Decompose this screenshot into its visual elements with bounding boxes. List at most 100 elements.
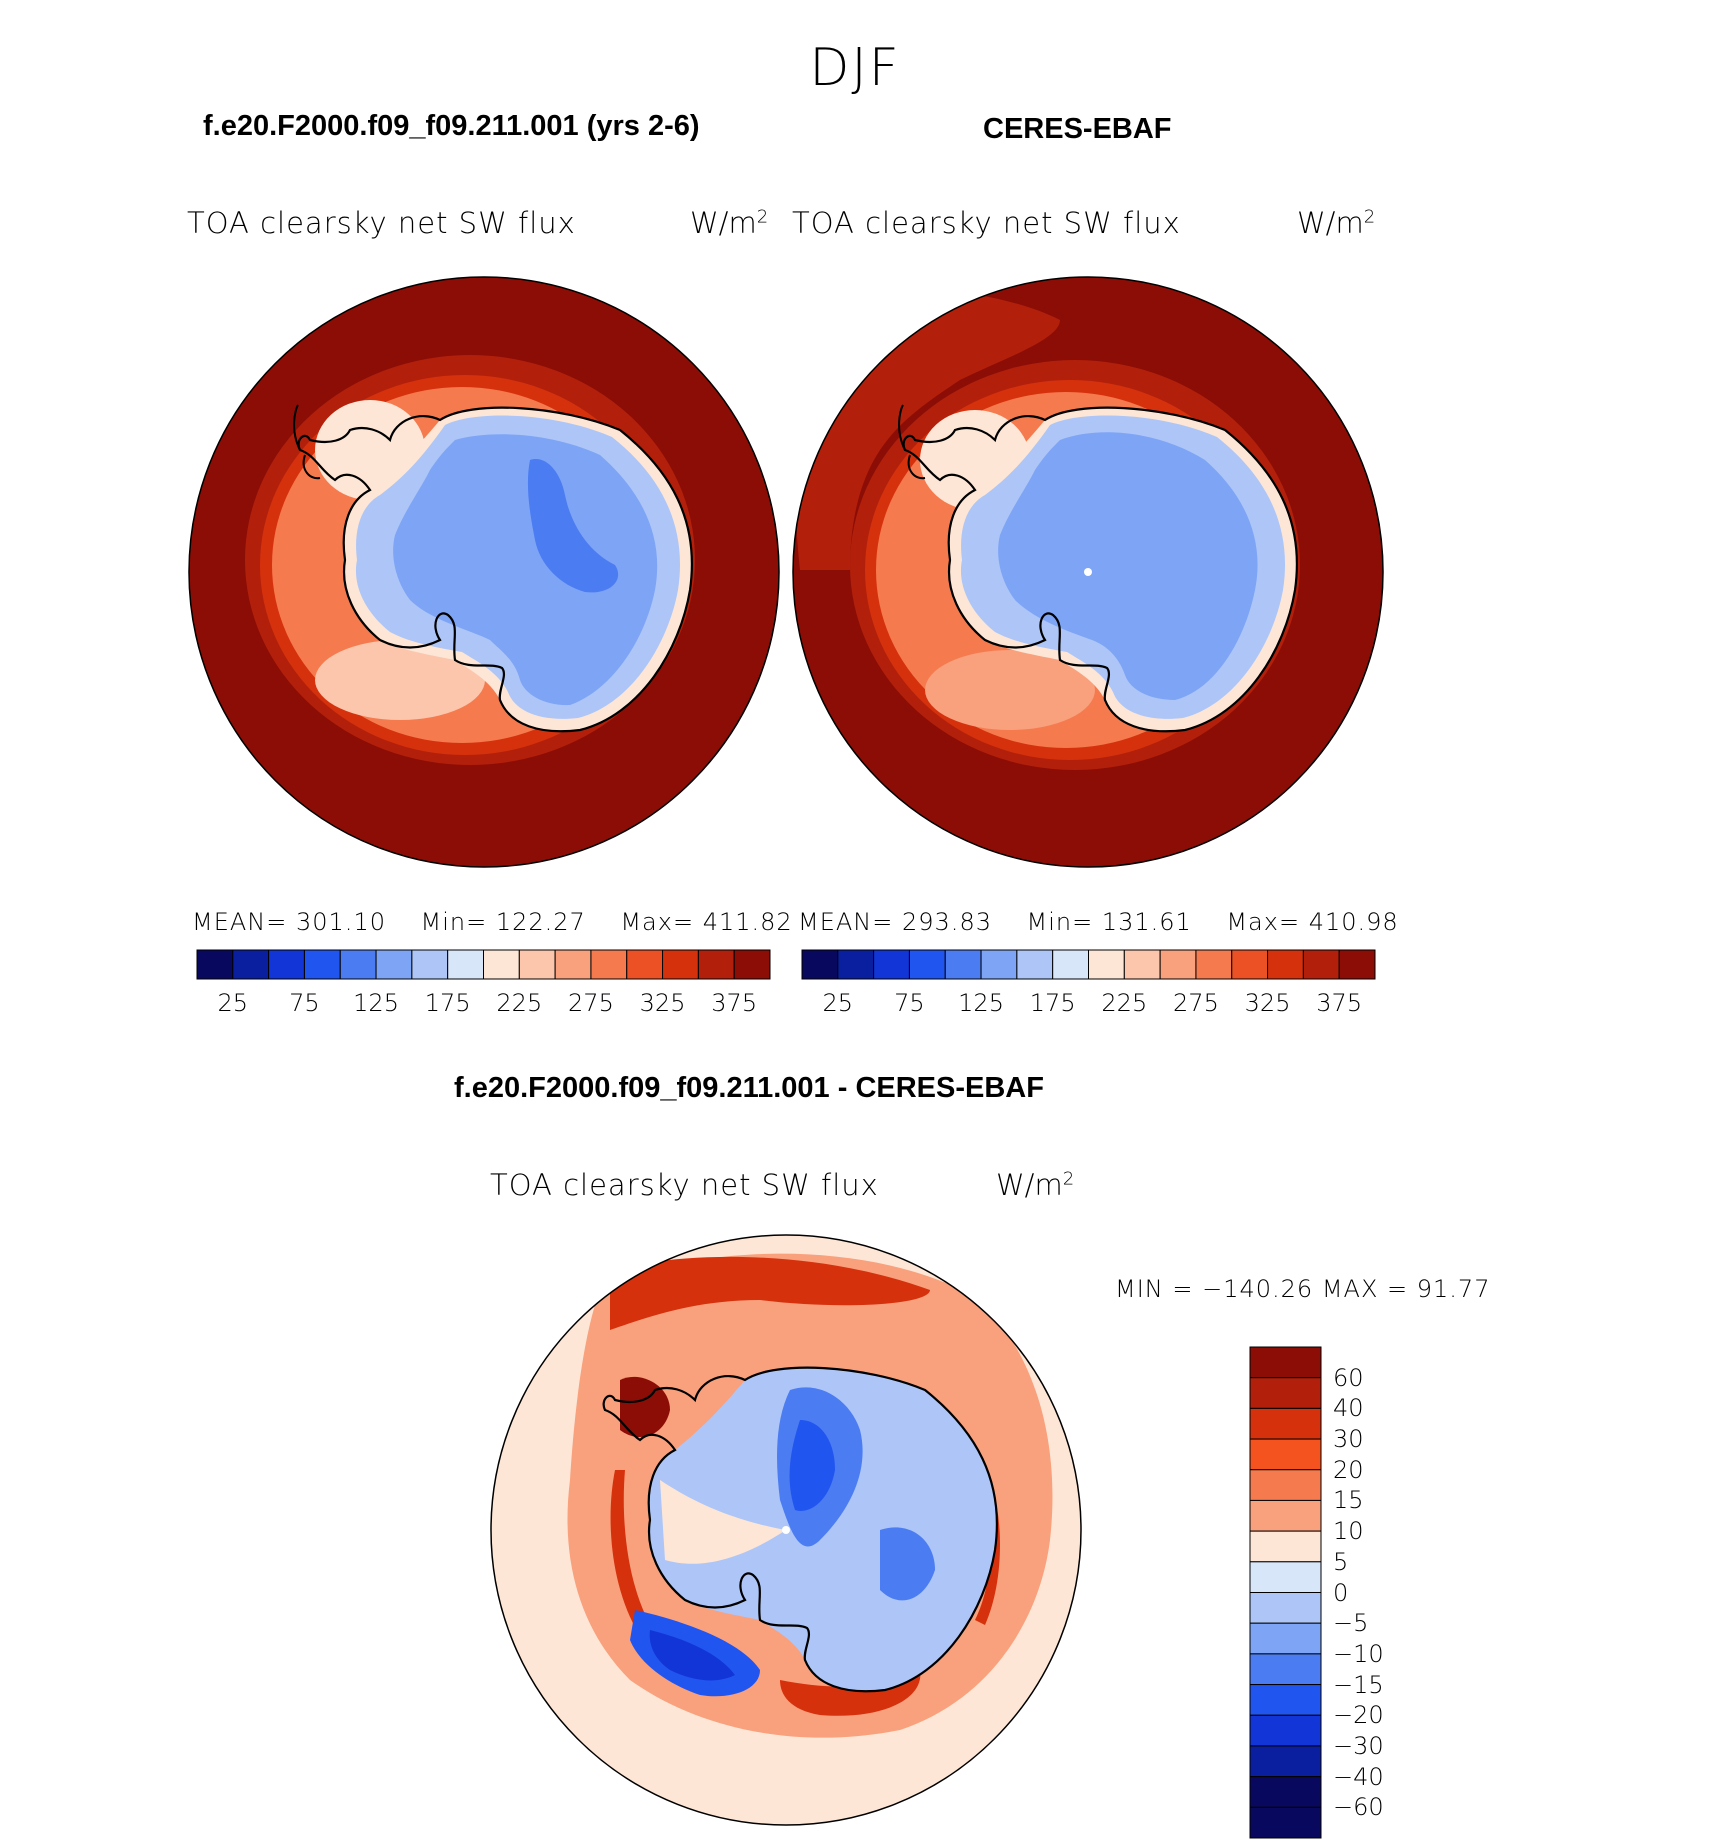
diff-colorbar-tick-label: −40 <box>1333 1762 1384 1791</box>
model-colorbar-tick-label: 225 <box>496 989 543 1017</box>
model-variable-title: TOA clearsky net SW flux <box>187 206 576 240</box>
model-colorbar <box>196 949 771 980</box>
diff-colorbar-swatch <box>1249 1561 1322 1593</box>
diff-colorbar-tick-label: −30 <box>1333 1731 1384 1760</box>
obs-colorbar-swatch <box>1267 949 1304 980</box>
obs-colorbar-swatch <box>1088 949 1125 980</box>
model-colorbar-swatch <box>303 949 341 980</box>
obs-colorbar-swatch <box>1231 949 1269 980</box>
obs-colorbar-swatch <box>944 949 982 980</box>
obs-coastline <box>902 406 1298 733</box>
diff-minmax: MIN = −140.26 MAX = 91.77 <box>1115 1275 1491 1303</box>
obs-colorbar <box>801 949 1376 980</box>
model-map <box>189 277 779 867</box>
obs-colorbar-tick-label: 175 <box>1029 989 1076 1017</box>
diff-colorbar-swatch <box>1249 1469 1322 1501</box>
diff-colorbar-tick-label: −5 <box>1333 1609 1369 1638</box>
diff-colorbar-tick-label: 15 <box>1333 1486 1364 1515</box>
model-colorbar-tick-label: 375 <box>711 989 758 1017</box>
obs-colorbar-swatch <box>1302 949 1340 980</box>
obs-colorbar-tick-label: 375 <box>1316 989 1363 1017</box>
obs-colorbar-swatch <box>1052 949 1089 980</box>
model-case-title: f.e20.F2000.f09_f09.211.001 (yrs 2-6) <box>203 110 700 142</box>
diff-coastline <box>602 1366 998 1693</box>
model-colorbar-swatch <box>232 949 270 980</box>
obs-colorbar-tick-label: 225 <box>1101 989 1148 1017</box>
diff-colorbar-swatch <box>1249 1684 1322 1716</box>
diff-units: W/m2 <box>996 1168 1075 1202</box>
model-colorbar-swatch <box>483 949 520 980</box>
diff-map <box>491 1235 1081 1825</box>
obs-colorbar-swatch <box>908 949 946 980</box>
diff-map-border <box>490 1234 1082 1826</box>
model-colorbar-swatch <box>268 949 305 980</box>
model-colorbar-tick-label: 75 <box>289 989 320 1017</box>
obs-colorbar-swatch <box>1159 949 1197 980</box>
model-colorbar-swatch <box>375 949 413 980</box>
obs-colorbar-swatch <box>1195 949 1233 980</box>
model-colorbar-tick-label: 325 <box>639 989 686 1017</box>
diff-colorbar-tick-label: 30 <box>1333 1425 1364 1454</box>
obs-case-title: CERES-EBAF <box>983 113 1172 145</box>
diff-colorbar-swatch <box>1249 1530 1322 1563</box>
diff-colorbar-tick-label: 0 <box>1333 1578 1349 1607</box>
model-ross-patch <box>315 640 485 720</box>
model-colorbar-tick-label: 25 <box>217 989 249 1017</box>
obs-map <box>793 277 1383 867</box>
obs-colorbar-swatch <box>873 949 910 980</box>
model-colorbar-tick-label: 275 <box>568 989 614 1017</box>
diff-colorbar-tick-label: −60 <box>1333 1793 1384 1822</box>
obs-colorbar-tick-label: 25 <box>822 989 854 1017</box>
model-colorbar-swatch <box>554 949 592 980</box>
obs-colorbar-tick-label: 75 <box>894 989 925 1017</box>
diff-colorbar-tick-label: −20 <box>1333 1701 1384 1730</box>
diff-colorbar-swatch <box>1249 1714 1322 1747</box>
model-colorbar-swatch <box>196 949 234 980</box>
model-colorbar-swatch <box>518 949 556 980</box>
diff-colorbar-tick-label: −10 <box>1333 1639 1384 1668</box>
diff-colorbar-swatch <box>1249 1592 1322 1624</box>
diff-colorbar <box>1249 1346 1322 1839</box>
obs-colorbar-swatch <box>801 949 839 980</box>
model-colorbar-swatch <box>590 949 628 980</box>
diff-colorbar-tick-label: 20 <box>1333 1455 1364 1484</box>
diff-colorbar-swatch <box>1249 1438 1322 1471</box>
diff-case-title: f.e20.F2000.f09_f09.211.001 - CERES-EBAF <box>454 1072 1044 1104</box>
model-colorbar-swatch <box>697 949 735 980</box>
obs-variable-title: TOA clearsky net SW flux <box>792 206 1181 240</box>
obs-stats: MEAN= 293.83 Min= 131.61 Max= 410.98 <box>798 908 1399 936</box>
obs-colorbar-tick-label: 275 <box>1173 989 1219 1017</box>
model-colorbar-tick-label: 125 <box>353 989 399 1017</box>
model-colorbar-swatch <box>339 949 377 980</box>
season-title: DJF <box>809 38 901 98</box>
diff-colorbar-swatch <box>1249 1377 1322 1409</box>
diff-colorbar-swatch <box>1249 1499 1322 1532</box>
obs-colorbar-tick-label: 125 <box>958 989 1004 1017</box>
model-colorbar-swatch <box>447 949 484 980</box>
model-units: W/m2 <box>690 206 769 240</box>
diff-colorbar-tick-label: −15 <box>1333 1670 1384 1699</box>
obs-colorbar-swatch <box>1338 949 1376 980</box>
diff-colorbar-tick-label: 5 <box>1333 1547 1349 1576</box>
model-colorbar-swatch <box>626 949 664 980</box>
diff-colorbar-tick-label: 10 <box>1333 1517 1364 1546</box>
obs-map-border <box>792 276 1384 868</box>
model-coastline <box>297 406 693 733</box>
model-colorbar-swatch <box>733 949 771 980</box>
diff-colorbar-swatch <box>1249 1407 1322 1440</box>
diff-colorbar-tick-label: 40 <box>1333 1394 1364 1423</box>
model-colorbar-swatch <box>411 949 449 980</box>
obs-colorbar-tick-label: 325 <box>1244 989 1291 1017</box>
diff-colorbar-swatch <box>1249 1806 1322 1839</box>
diff-colorbar-swatch <box>1249 1346 1322 1379</box>
model-colorbar-tick-label: 175 <box>424 989 471 1017</box>
diff-colorbar-swatch <box>1249 1653 1322 1686</box>
diff-colorbar-tick-label: 60 <box>1333 1363 1364 1392</box>
diff-colorbar-swatch <box>1249 1622 1322 1655</box>
obs-units: W/m2 <box>1297 206 1376 240</box>
model-colorbar-swatch <box>662 949 699 980</box>
obs-colorbar-swatch <box>1016 949 1054 980</box>
diff-colorbar-swatch <box>1249 1745 1322 1778</box>
obs-colorbar-swatch <box>980 949 1018 980</box>
